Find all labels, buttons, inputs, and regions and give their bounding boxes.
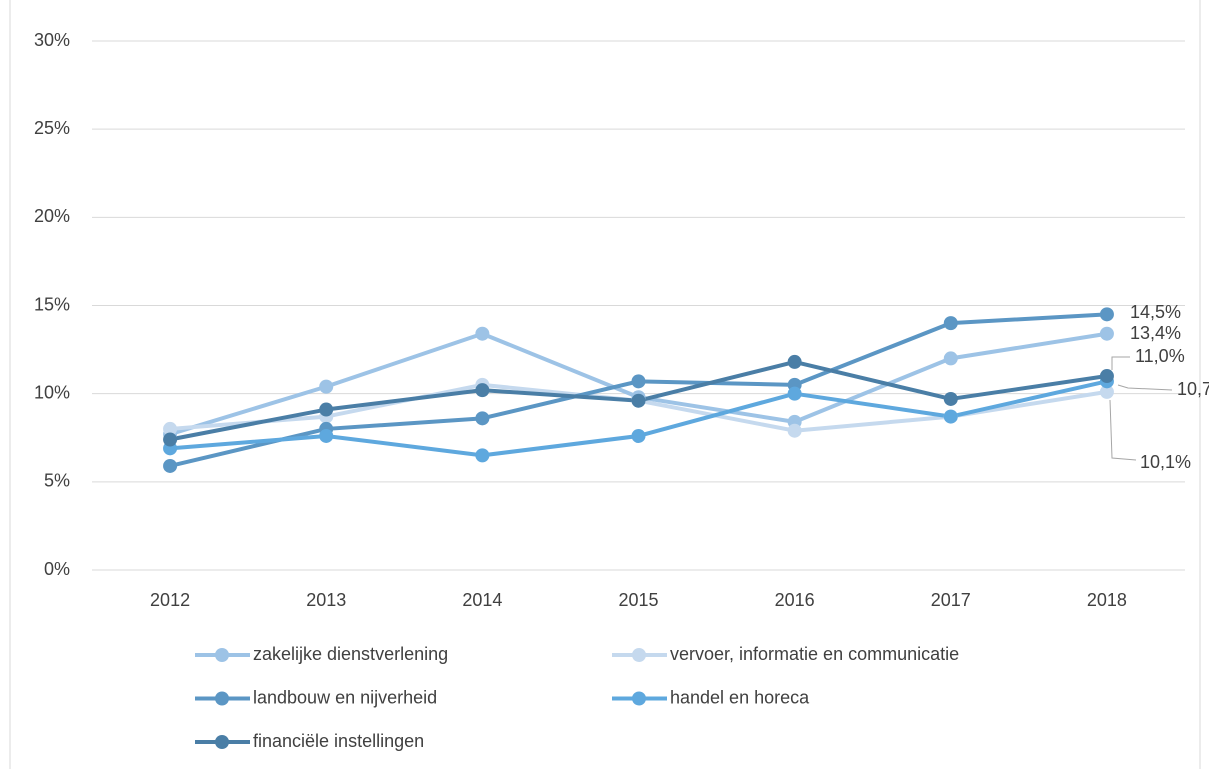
leader-line xyxy=(1111,356,1130,370)
chart-frame xyxy=(9,0,1201,769)
legend-marker xyxy=(215,735,229,749)
data-label: 14,5% xyxy=(1130,302,1181,322)
point xyxy=(787,354,802,369)
x-tick-label: 2017 xyxy=(931,590,971,610)
data-label: 11,0% xyxy=(1135,346,1185,366)
point xyxy=(1099,307,1114,322)
point xyxy=(163,458,178,473)
point xyxy=(943,391,958,406)
point xyxy=(943,316,958,331)
point xyxy=(631,428,646,443)
point xyxy=(475,448,490,463)
legend-marker xyxy=(632,648,646,662)
point xyxy=(163,432,178,447)
point xyxy=(787,386,802,401)
x-tick-label: 2018 xyxy=(1087,590,1127,610)
legend-label: zakelijke dienstverlening xyxy=(253,644,448,664)
point xyxy=(319,379,334,394)
y-tick-label: 20% xyxy=(34,206,70,226)
legend-label: financiële instellingen xyxy=(253,731,424,751)
legend-marker xyxy=(215,648,229,662)
point xyxy=(475,383,490,398)
point xyxy=(1099,326,1114,341)
point xyxy=(475,411,490,426)
point xyxy=(1099,369,1114,384)
x-tick-label: 2013 xyxy=(306,590,346,610)
point xyxy=(631,374,646,389)
x-tick-label: 2015 xyxy=(618,590,658,610)
point xyxy=(163,421,178,436)
point xyxy=(319,402,334,417)
point xyxy=(1099,384,1114,399)
legend-label: vervoer, informatie en communicatie xyxy=(670,644,959,664)
point xyxy=(631,393,646,408)
point xyxy=(475,326,490,341)
legend-label: landbouw en nijverheid xyxy=(253,687,437,707)
y-tick-label: 0% xyxy=(44,559,70,579)
y-tick-label: 5% xyxy=(44,471,70,491)
legend-marker xyxy=(215,691,229,706)
data-label: 13,4% xyxy=(1130,323,1181,343)
x-tick-label: 2016 xyxy=(775,590,815,610)
point xyxy=(943,409,958,424)
leader-line xyxy=(1117,384,1173,391)
x-tick-label: 2014 xyxy=(462,590,502,610)
data-label: 10,7% xyxy=(1177,379,1209,399)
y-tick-label: 25% xyxy=(34,118,70,138)
legend-marker xyxy=(632,691,646,706)
point xyxy=(319,428,334,443)
x-tick-label: 2012 xyxy=(150,590,190,610)
legend-label: handel en horeca xyxy=(670,687,810,707)
data-label: 10,1% xyxy=(1140,452,1191,472)
y-tick-label: 10% xyxy=(34,382,70,402)
leader-line xyxy=(1109,399,1137,461)
point xyxy=(787,423,802,438)
point xyxy=(943,351,958,366)
y-tick-label: 15% xyxy=(34,294,70,314)
y-tick-label: 30% xyxy=(34,30,70,50)
